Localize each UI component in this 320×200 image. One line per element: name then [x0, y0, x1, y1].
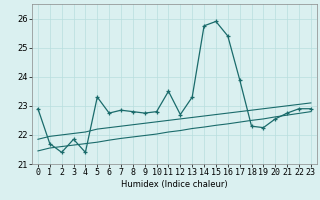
X-axis label: Humidex (Indice chaleur): Humidex (Indice chaleur)	[121, 180, 228, 189]
